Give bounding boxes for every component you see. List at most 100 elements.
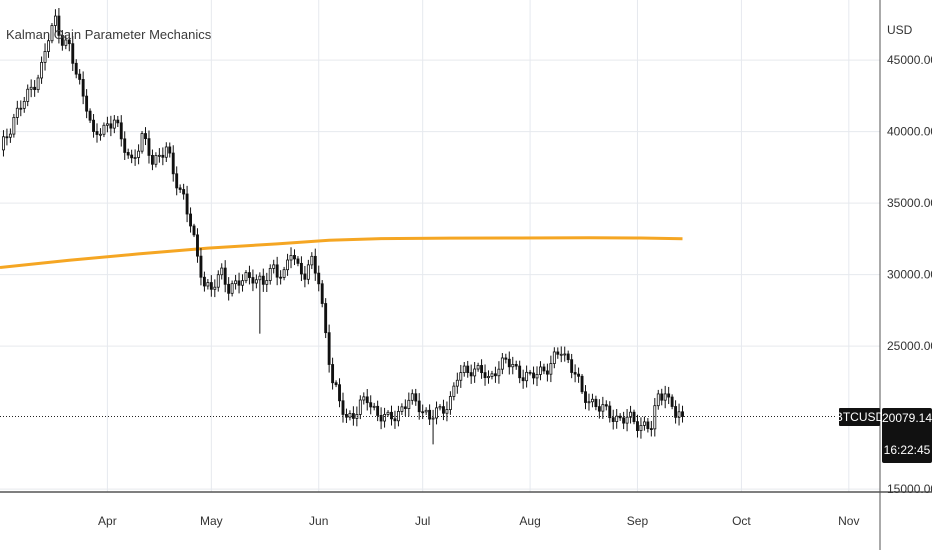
price-badge-bg <box>882 408 932 463</box>
x-tick-label: Apr <box>98 514 117 528</box>
candle-body <box>306 264 310 280</box>
candle <box>345 408 348 423</box>
candle <box>663 385 667 409</box>
candle <box>376 400 380 422</box>
candle <box>566 350 570 364</box>
candle-body <box>144 133 147 140</box>
candle <box>358 395 362 420</box>
candle <box>365 389 369 411</box>
candle <box>178 184 182 193</box>
candle-body <box>258 275 262 281</box>
candle-body <box>570 359 574 373</box>
candle-body <box>362 396 366 401</box>
candle-body <box>539 366 542 375</box>
candle-body <box>372 405 376 408</box>
candle-body <box>480 365 484 374</box>
candle <box>57 7 61 44</box>
candle <box>123 131 127 160</box>
candle-body <box>462 365 466 374</box>
candle-body <box>341 400 345 415</box>
candle-body <box>116 119 120 124</box>
candle-body <box>642 421 646 426</box>
candle-body <box>293 255 296 260</box>
candle-body <box>161 154 165 158</box>
candle-body <box>518 365 522 379</box>
candle-body <box>466 365 470 373</box>
candle-body <box>234 280 238 285</box>
candle-body <box>33 86 37 91</box>
candle-body <box>473 368 477 377</box>
candle <box>67 32 71 52</box>
candle <box>611 409 615 430</box>
candle-body <box>272 264 276 269</box>
candle <box>261 268 265 292</box>
candle-body <box>636 421 639 432</box>
candle <box>144 127 147 146</box>
candle-body <box>5 136 9 139</box>
candle <box>119 115 123 147</box>
candle-body <box>535 374 539 379</box>
candle-body <box>119 122 123 140</box>
candle-body <box>497 368 501 377</box>
candle-body <box>265 280 269 285</box>
candle-body <box>390 411 393 420</box>
candle <box>400 403 404 415</box>
candle <box>341 392 345 423</box>
candle-body <box>99 133 102 136</box>
price-badge[interactable]: 20079.14 16:22:45 <box>882 408 932 463</box>
candle <box>629 405 632 424</box>
chart-title: Kalman Gain Parameter Mechanics <box>6 27 212 42</box>
candle <box>234 274 238 290</box>
candle <box>577 367 581 383</box>
candle-body <box>19 107 23 110</box>
candle <box>227 277 231 301</box>
candle <box>393 410 397 429</box>
candle-body <box>566 353 570 361</box>
candle <box>168 142 172 158</box>
candle-body <box>251 277 255 284</box>
candle <box>151 149 154 171</box>
candle <box>2 130 5 157</box>
candle <box>199 248 203 286</box>
candle <box>12 113 16 138</box>
candle <box>410 389 414 405</box>
x-tick-label: Sep <box>627 514 649 528</box>
candle-body <box>248 272 251 278</box>
symbol-badge[interactable]: BTCUSD <box>835 408 885 426</box>
candle <box>154 152 158 168</box>
candle-body <box>78 73 82 80</box>
candle <box>85 89 89 119</box>
candle <box>497 361 501 384</box>
candle <box>15 100 19 125</box>
candle-body <box>275 264 279 278</box>
candle <box>421 404 425 420</box>
candle <box>587 393 591 411</box>
candle-body <box>140 133 144 152</box>
y-tick-label: 40000.00 <box>887 125 932 139</box>
candle-body <box>175 173 179 189</box>
candle-body <box>490 373 494 377</box>
candle-body <box>2 136 5 151</box>
candle <box>670 394 674 410</box>
candle-body <box>507 358 511 368</box>
candle <box>317 265 321 292</box>
candle-body <box>50 25 54 42</box>
candle-body <box>677 411 681 418</box>
candle-body <box>542 366 546 372</box>
candle <box>116 115 120 127</box>
candle <box>216 270 220 292</box>
candle-body <box>591 398 594 403</box>
y-tick-label: 45000.00 <box>887 53 932 67</box>
candle-body <box>656 393 660 407</box>
candle-body <box>334 382 338 386</box>
candle-body <box>338 384 341 402</box>
candle <box>95 123 99 143</box>
candle <box>351 406 355 426</box>
candle-body <box>303 273 307 280</box>
candle-body <box>511 364 515 368</box>
candle-body <box>112 119 116 129</box>
candle <box>542 363 546 375</box>
candle <box>653 398 657 437</box>
candle <box>202 271 206 292</box>
